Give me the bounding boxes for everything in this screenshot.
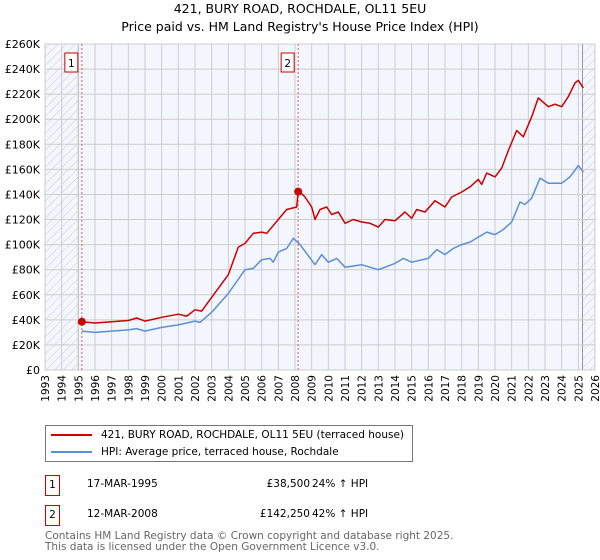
sale-hpi-change: 42% ↑ HPI [312, 508, 369, 520]
y-tick-label: £140K [5, 188, 41, 201]
sale-point [294, 187, 303, 196]
x-tick-label: 2021 [507, 375, 519, 402]
x-tick-label: 1996 [90, 375, 102, 402]
hatched-region [582, 44, 595, 370]
y-tick-label: £180K [5, 138, 41, 151]
y-tick-label: £120K [5, 214, 41, 227]
y-tick-label: £160K [5, 163, 41, 176]
x-tick-label: 2001 [173, 375, 185, 402]
hpi-series-line [81, 164, 584, 334]
x-tick-label: 2016 [423, 375, 435, 402]
annotation-label: 2 [284, 58, 291, 70]
price-chart: 1993 1994 1995 1996 1997 1998 1999 2000 2001 2002… [5, 38, 600, 402]
x-tick-label: 1999 [140, 375, 152, 402]
sale-date: 17-MAR-1995 [87, 478, 158, 490]
plot-border [44, 43, 596, 371]
x-tick-label: 2017 [440, 375, 452, 402]
x-tick-label: 2007 [273, 375, 285, 402]
chart-title: 421, BURY ROAD, ROCHDALE, OL11 5EU [173, 1, 427, 16]
x-tick-label: 1997 [107, 375, 119, 402]
legend-label: HPI: Average price, terraced house, Roch… [101, 446, 339, 458]
x-tick-label: 2011 [340, 375, 352, 402]
sale-point [77, 317, 86, 326]
chart-subtitle: Price paid vs. HM Land Registry's House … [121, 19, 479, 34]
sale-number-badge: 1 [45, 475, 60, 496]
legend-swatch-blue [51, 451, 92, 453]
legend-label: 421, BURY ROAD, ROCHDALE, OL11 5EU (terr… [101, 429, 405, 441]
x-tick-label: 2022 [523, 375, 535, 402]
x-tick-label: 2003 [207, 375, 219, 402]
y-tick-label: £200K [5, 113, 41, 126]
plot-background [45, 44, 595, 370]
y-tick-label: £260K [5, 38, 41, 51]
sale-hpi-change: 24% ↑ HPI [312, 478, 369, 490]
annotation-box [64, 52, 79, 73]
footer-licence: This data is licensed under the Open Gov… [45, 541, 380, 553]
legend: 421, BURY ROAD, ROCHDALE, OL11 5EU (terr… [45, 425, 413, 462]
x-tick-label: 2010 [323, 375, 335, 402]
sale-price: £142,250 [259, 508, 310, 520]
x-tick-label: 2006 [257, 375, 269, 402]
y-tick-label: £240K [5, 63, 41, 76]
y-tick-label: £40K [12, 314, 41, 327]
x-tick-label: 2019 [473, 375, 485, 402]
y-tick-label: £80K [12, 264, 41, 277]
x-tick-label: 2004 [223, 375, 235, 402]
sale-date: 12-MAR-2008 [87, 508, 158, 520]
legend-swatch-red [51, 434, 92, 436]
x-tick-label: 1994 [57, 375, 69, 402]
x-tick-label: 2008 [290, 375, 302, 402]
x-tick-label: 2013 [373, 375, 385, 402]
y-tick-label: £60K [12, 289, 41, 302]
property-series-line [81, 79, 584, 324]
x-tick-label: 2023 [540, 375, 552, 402]
x-tick-label: 2014 [390, 375, 402, 402]
x-tick-label: 2025 [573, 375, 585, 402]
y-tick-label: £20K [12, 339, 41, 352]
x-tick-label: 2000 [157, 375, 169, 402]
legend-item-hpi: HPI: Average price, terraced house, Roch… [46, 444, 339, 460]
x-tick-label: 2002 [190, 375, 202, 402]
legend-item-property: 421, BURY ROAD, ROCHDALE, OL11 5EU (terr… [46, 427, 404, 443]
sale-price: £38,500 [266, 478, 310, 490]
annotation-box [280, 52, 295, 73]
x-tick-label: 1993 [40, 375, 52, 402]
y-tick-label: £100K [5, 239, 41, 252]
x-tick-label: 2009 [307, 375, 319, 402]
x-tick-label: 2018 [457, 375, 469, 402]
x-tick-label: 2012 [357, 375, 369, 402]
footer-copyright: Contains HM Land Registry data © Crown c… [45, 530, 454, 542]
sale-number-badge: 2 [45, 505, 60, 526]
x-tick-label: 2024 [557, 375, 569, 402]
x-tick-label: 2026 [590, 375, 600, 402]
x-tick-label: 2015 [407, 375, 419, 402]
x-tick-label: 1995 [73, 375, 85, 402]
annotation-label: 1 [68, 58, 75, 70]
x-tick-label: 2005 [240, 375, 252, 402]
x-tick-label: 2020 [490, 375, 502, 402]
y-tick-label: £220K [5, 88, 41, 101]
x-tick-label: 1998 [123, 375, 135, 402]
y-tick-label: £0 [26, 364, 40, 377]
